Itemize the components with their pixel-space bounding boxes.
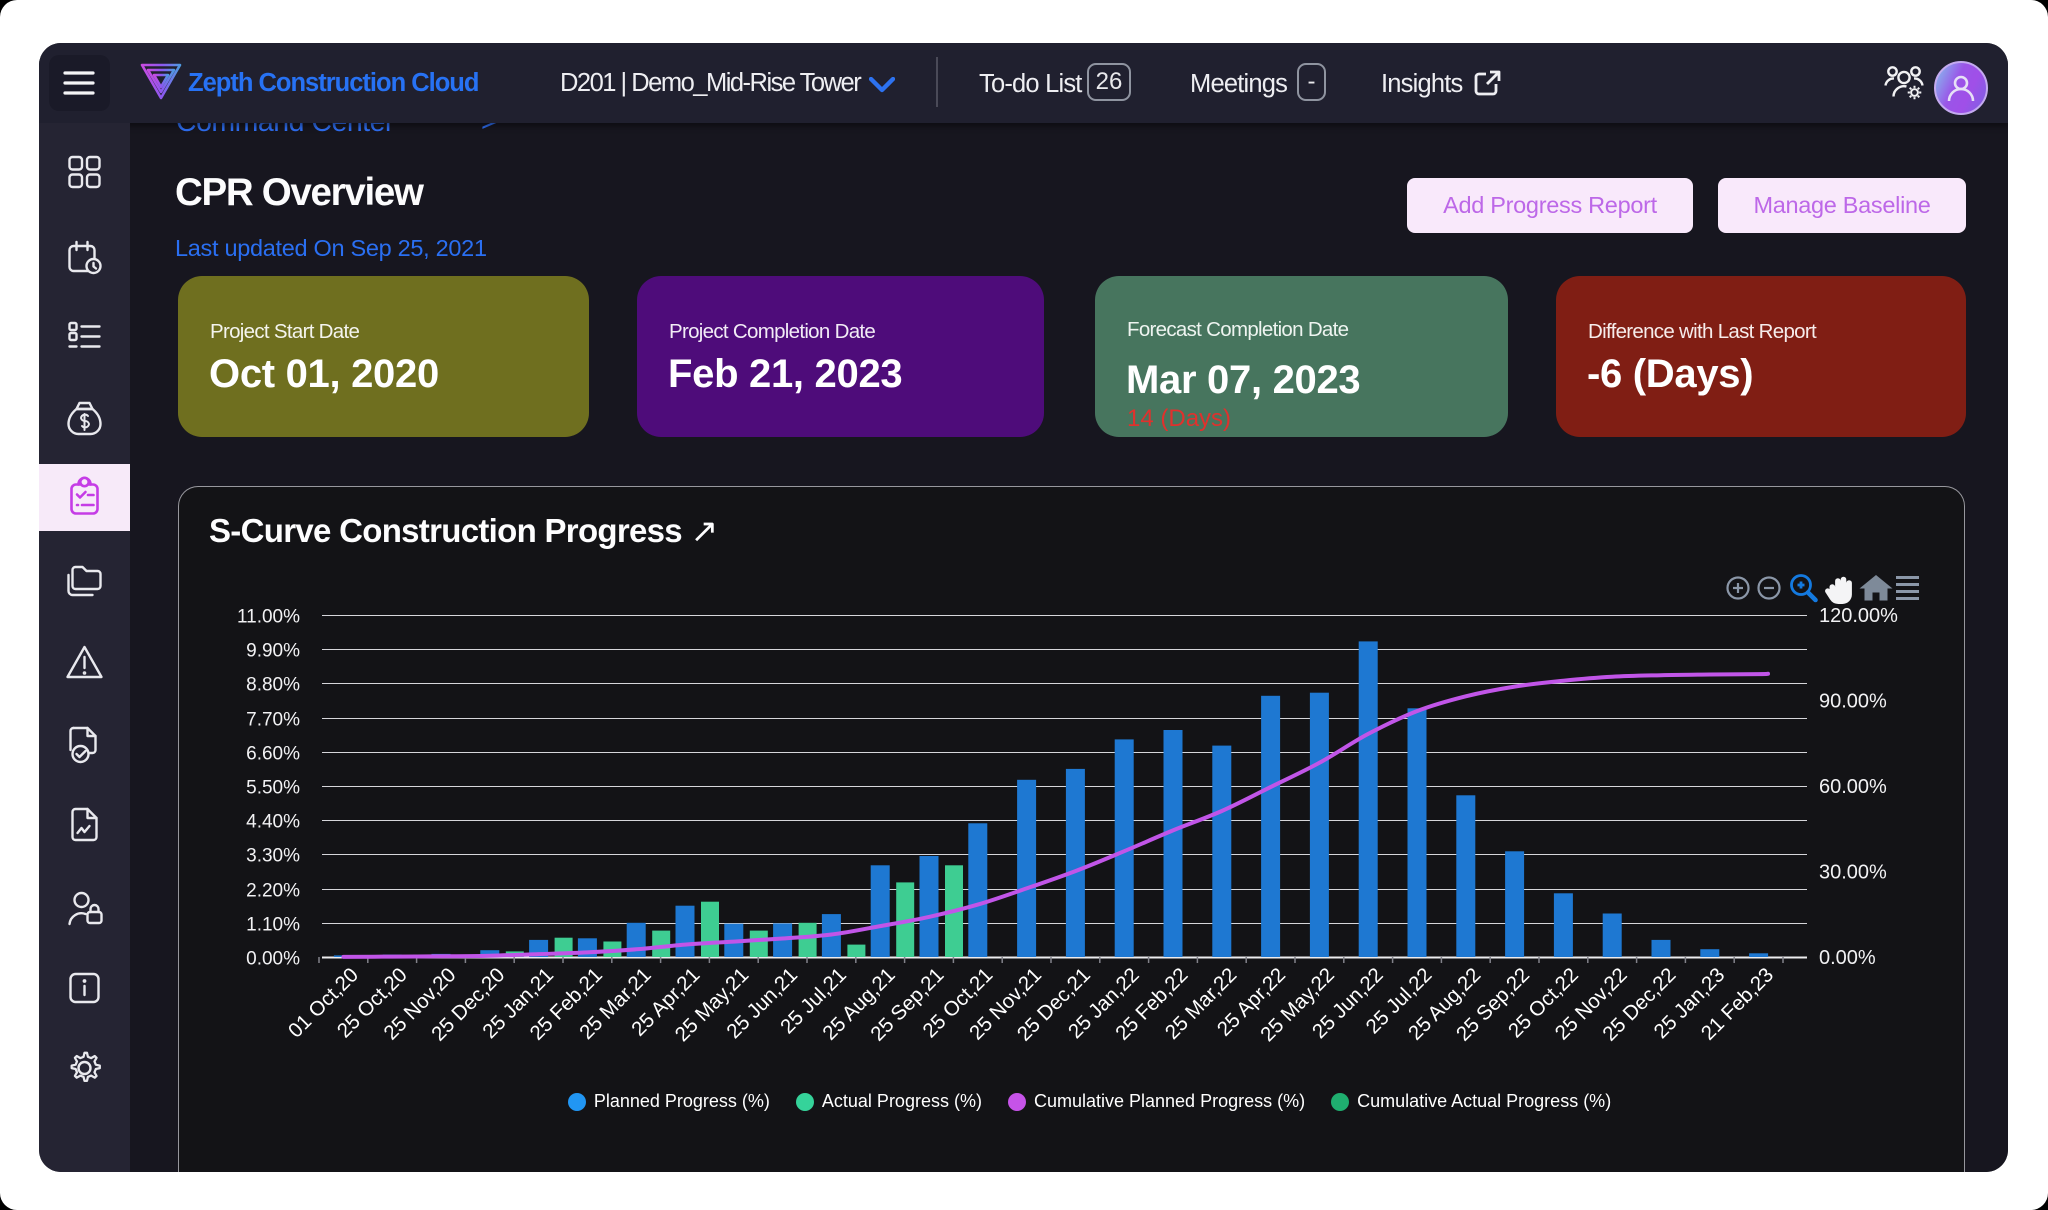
svg-text:6.60%: 6.60%	[246, 744, 300, 765]
svg-text:120.00%: 120.00%	[1819, 605, 1898, 627]
svg-text:9.90%: 9.90%	[246, 641, 300, 662]
svg-text:3.30%: 3.30%	[246, 846, 300, 867]
svg-text:8.80%: 8.80%	[246, 675, 300, 696]
svg-text:4.40%: 4.40%	[246, 812, 300, 833]
svg-text:5.50%: 5.50%	[246, 778, 300, 799]
svg-text:7.70%: 7.70%	[246, 710, 300, 731]
svg-text:1.10%: 1.10%	[246, 915, 300, 936]
svg-text:2.20%: 2.20%	[246, 881, 300, 902]
svg-text:30.00%: 30.00%	[1819, 862, 1887, 884]
svg-text:60.00%: 60.00%	[1819, 776, 1887, 798]
svg-text:0.00%: 0.00%	[1819, 947, 1876, 969]
svg-text:11.00%: 11.00%	[237, 607, 300, 628]
svg-text:90.00%: 90.00%	[1819, 691, 1887, 713]
svg-text:0.00%: 0.00%	[246, 949, 300, 970]
